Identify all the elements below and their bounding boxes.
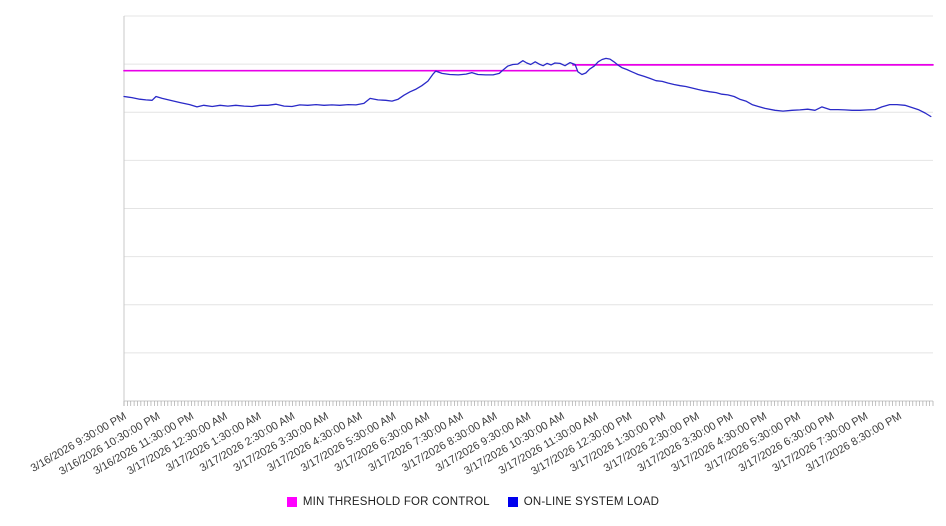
legend-item-load: ON-LINE SYSTEM LOAD [507,496,660,508]
legend-item-threshold: MIN THRESHOLD FOR CONTROL [286,496,490,508]
load-line [123,57,932,118]
chart-legend: MIN THRESHOLD FOR CONTROL ON-LINE SYSTEM… [0,496,946,508]
legend-label-threshold: MIN THRESHOLD FOR CONTROL [302,496,490,508]
legend-label-load: ON-LINE SYSTEM LOAD [523,496,660,508]
load-swatch-icon [507,497,518,507]
threshold-swatch-icon [286,497,297,507]
